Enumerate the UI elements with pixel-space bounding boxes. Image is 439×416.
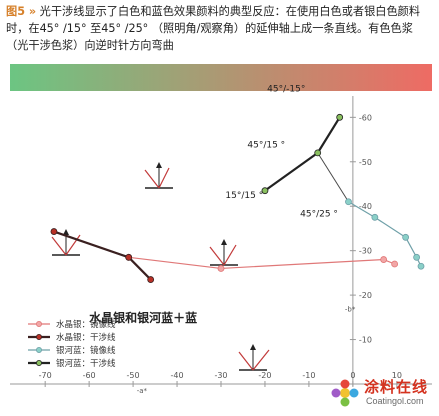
data-point — [413, 253, 421, 261]
legend-swatch-marker — [36, 320, 43, 327]
annotation-label: 水晶银和银河蓝＋蓝 — [89, 310, 197, 325]
data-point — [345, 198, 352, 206]
x-tick-label: -30 — [214, 371, 227, 380]
watermark-cn: 涂料在线 — [364, 378, 429, 396]
logo-icon — [331, 379, 359, 407]
reflected-ray — [65, 234, 81, 256]
x-tick-label: -50 — [127, 371, 140, 380]
data-point — [336, 113, 344, 121]
data-point — [217, 265, 225, 272]
reflected-ray — [223, 244, 237, 266]
figure-caption: 图5 » 光干涉线显示了白色和蓝色效果颜料的典型反应：在使用白色或者银白色颜料时… — [6, 3, 434, 54]
annotation-label: 15°/15 ° — [225, 191, 263, 201]
x-tick-label: 10 — [392, 371, 402, 380]
legend-swatch-marker — [36, 333, 43, 340]
y-axis-label: -b* — [345, 306, 356, 314]
annotation-label: 45°/-15° — [267, 85, 305, 95]
data-point — [417, 262, 425, 270]
arrow-head — [63, 229, 69, 235]
figure-label: 图5 » — [6, 5, 37, 18]
data-point — [50, 228, 58, 235]
reflected-ray — [158, 167, 170, 189]
legend-entry: 银河蓝：干涉线 — [56, 358, 116, 369]
data-point — [402, 233, 410, 241]
x-tick-label: -20 — [258, 371, 271, 380]
connector-line — [317, 152, 349, 203]
data-point — [391, 260, 399, 268]
x-axis-label: -a* — [137, 387, 148, 395]
legend-entry: 水晶银：干涉线 — [56, 332, 116, 343]
incident-ray — [209, 246, 225, 266]
y-tick-label: -40 — [359, 202, 372, 211]
incident-ray — [144, 169, 160, 189]
x-tick-label: -40 — [171, 371, 184, 380]
legend-swatch-marker — [36, 359, 43, 366]
arrow-head — [156, 162, 162, 168]
data-point — [371, 213, 379, 221]
y-tick-label: -60 — [359, 113, 372, 122]
annotation-label: 45°/25 ° — [300, 209, 338, 219]
incident-ray — [51, 236, 67, 256]
x-tick-label: -70 — [39, 371, 52, 380]
arrow-head — [250, 344, 256, 350]
caption-text: 光干涉线显示了白色和蓝色效果颜料的典型反应：在使用白色或者银白色颜料时，在45°… — [6, 5, 421, 52]
series-line — [128, 256, 395, 270]
data-point — [125, 253, 133, 261]
data-point — [261, 187, 269, 195]
x-tick-label: -10 — [302, 371, 315, 380]
x-tick-label: 0 — [350, 371, 355, 380]
watermark-en: Coatingol.com — [366, 396, 424, 406]
reflected-ray — [252, 349, 270, 371]
y-tick-label: -10 — [359, 336, 372, 345]
annotation-label: 45°/15 ° — [247, 141, 285, 151]
light-geometry-icon — [238, 344, 270, 371]
y-tick-label: -30 — [359, 247, 372, 256]
data-point — [380, 256, 388, 263]
legend-entry: 银河蓝：镜像线 — [56, 345, 116, 356]
green-red-gradient-bar — [10, 64, 432, 91]
arrow-head — [221, 239, 227, 245]
data-point — [147, 276, 155, 283]
legend-swatch-marker — [36, 346, 43, 353]
watermark-logo: 涂料在线 Coatingol.com — [330, 376, 436, 412]
data-point — [314, 149, 322, 157]
y-tick-label: -20 — [359, 291, 372, 300]
light-geometry-icon — [144, 162, 173, 189]
y-tick-label: -50 — [359, 158, 372, 167]
light-geometry-icon — [209, 239, 238, 266]
light-geometry-icon — [51, 229, 81, 256]
x-tick-label: -60 — [83, 371, 96, 380]
series-line — [264, 116, 341, 192]
legend-entry: 水晶银：镜像线 — [56, 319, 116, 330]
incident-ray — [238, 351, 254, 371]
